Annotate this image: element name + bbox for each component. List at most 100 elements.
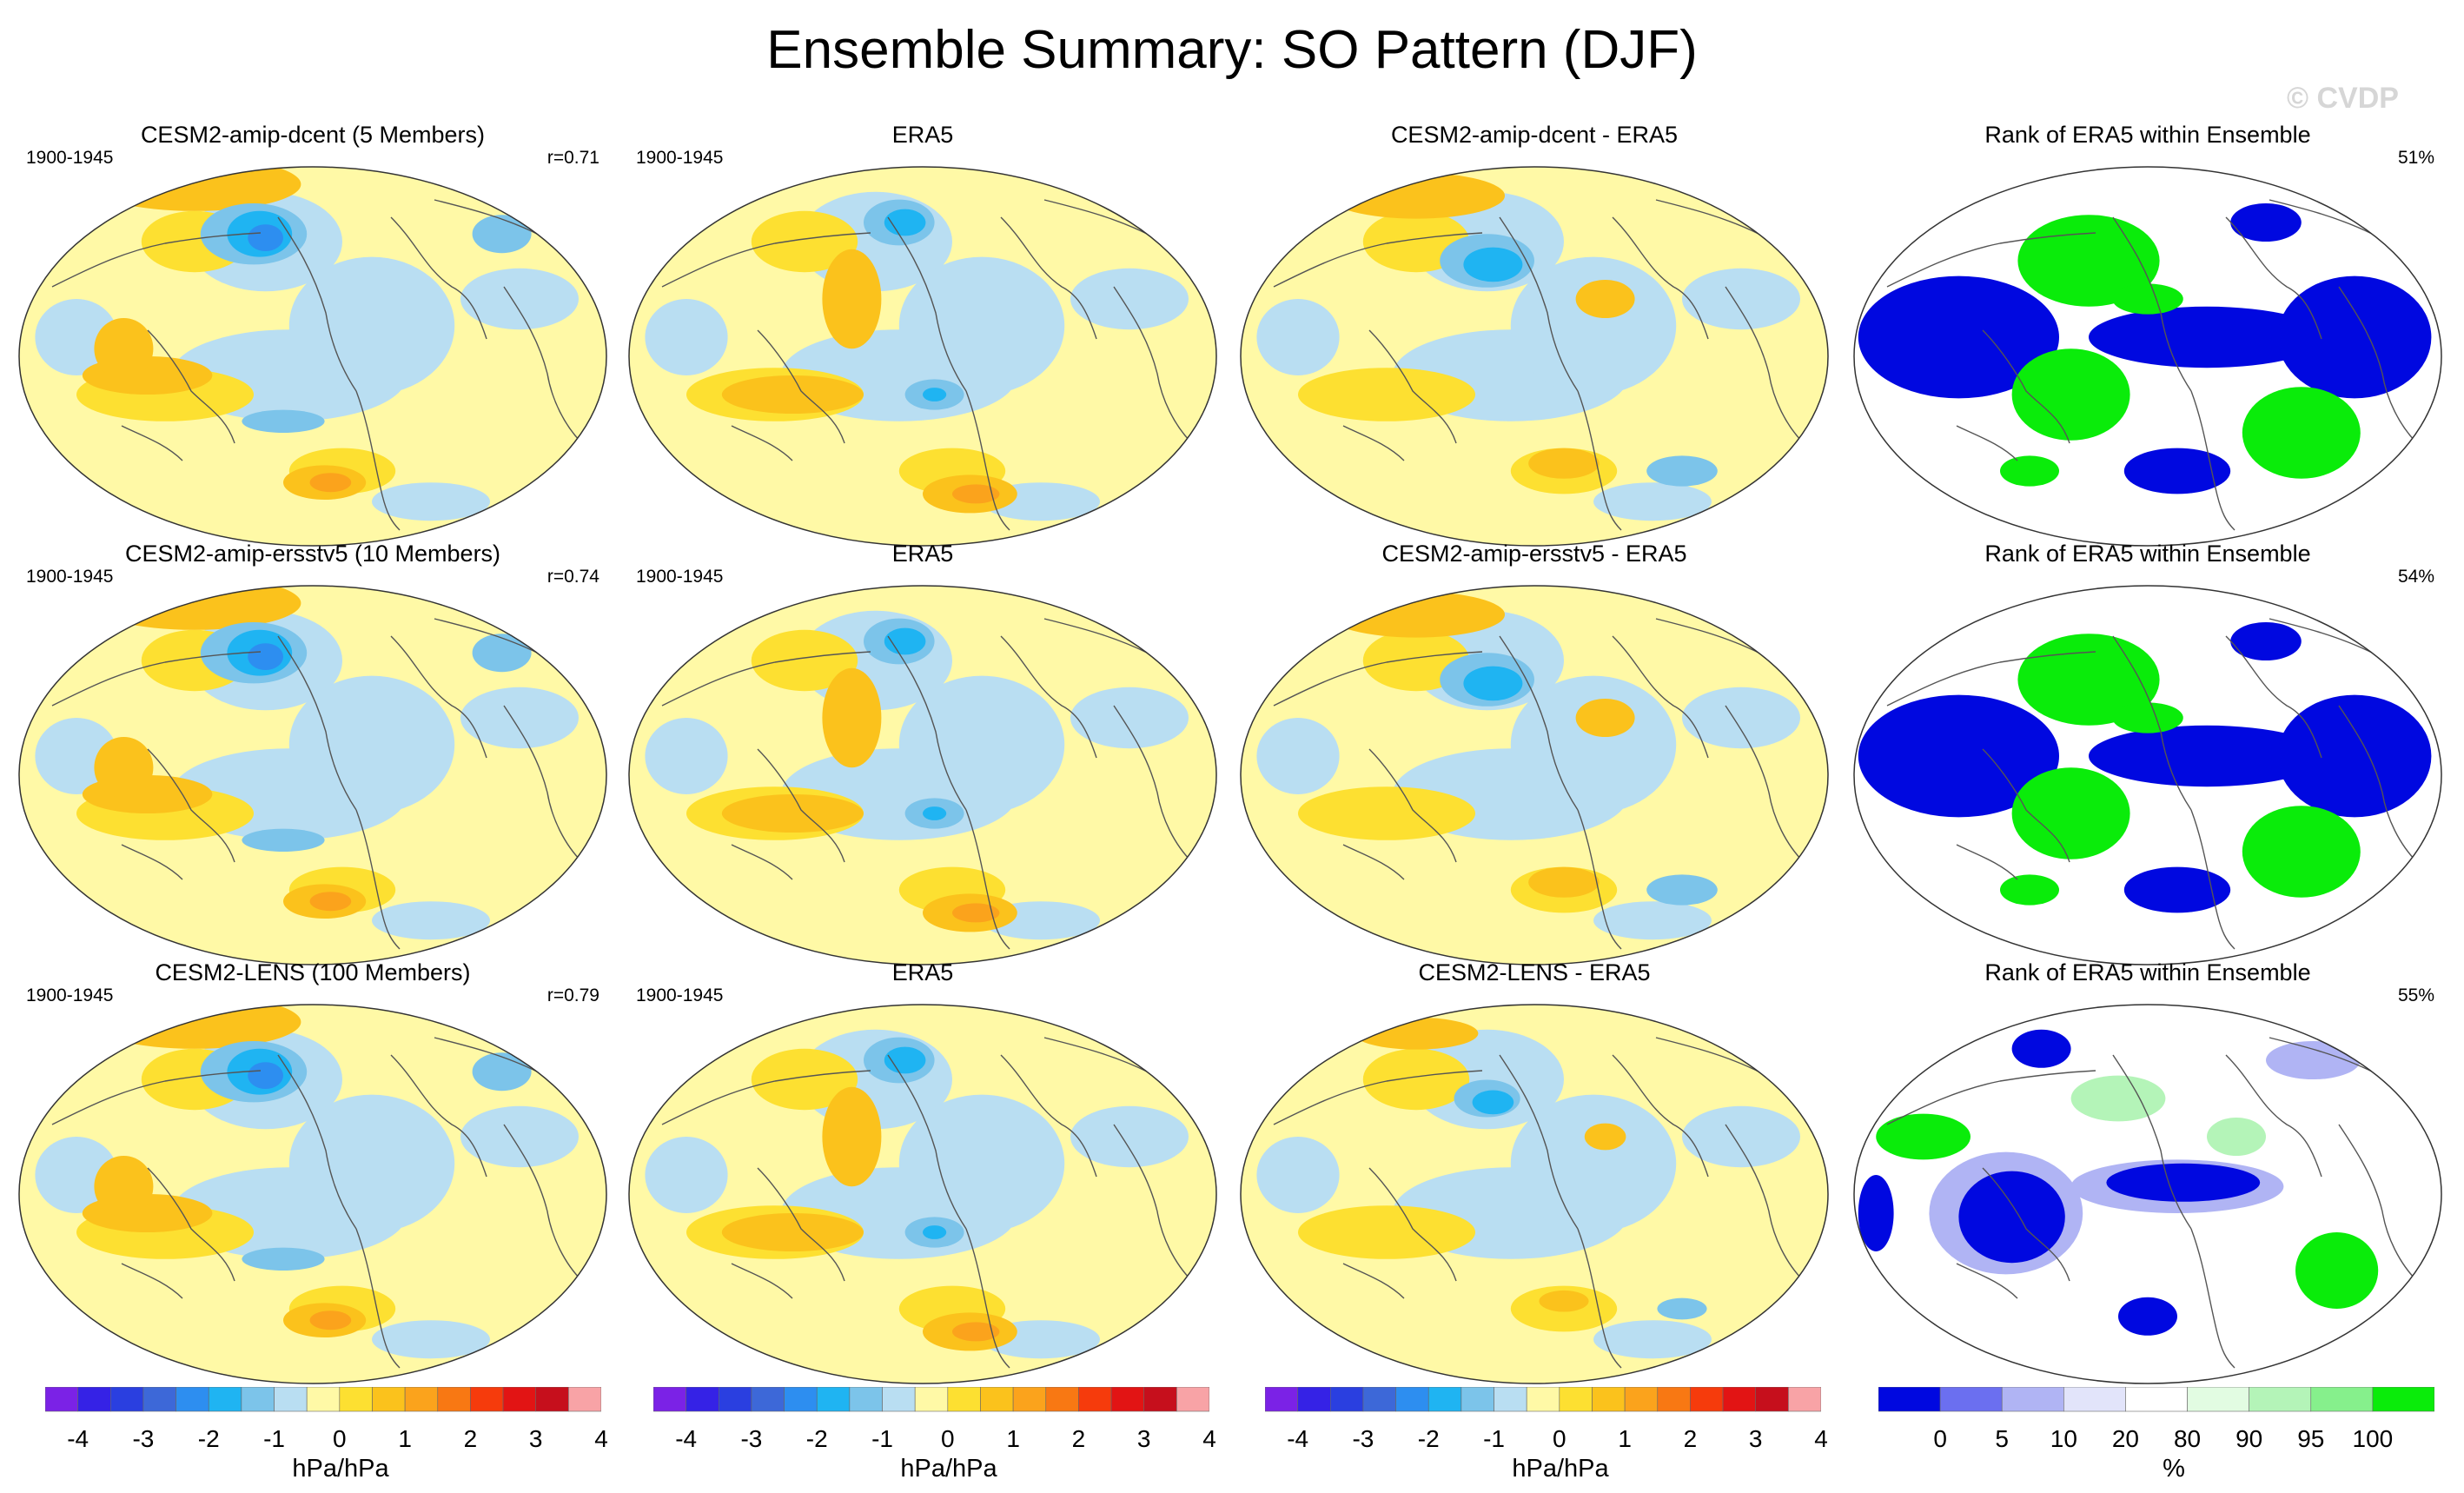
contour-region bbox=[1256, 718, 1340, 794]
colorbar-tick-label: -1 bbox=[871, 1425, 893, 1452]
panel-model-row2: CESM2-amip-ersstv5 (10 Members) 1900-1945… bbox=[9, 541, 617, 965]
colorbar-swatch bbox=[914, 1387, 949, 1412]
contour-region bbox=[460, 1105, 579, 1168]
coastline bbox=[661, 1070, 871, 1125]
coastline bbox=[121, 844, 183, 880]
coastline bbox=[1368, 1167, 1457, 1282]
contour-region bbox=[884, 209, 926, 236]
coastline bbox=[1612, 216, 1709, 340]
coastline bbox=[731, 425, 793, 461]
anomaly-colorbar: -4 -3 -2 -1 0 1 2 3 4 hPa/hPa bbox=[45, 1387, 636, 1483]
contour-region bbox=[1657, 1297, 1707, 1320]
colorbar-tick-label: 2 bbox=[463, 1425, 478, 1452]
coastline bbox=[2190, 809, 2235, 950]
contour-region bbox=[1593, 901, 1712, 940]
colorbar-swatch bbox=[1045, 1387, 1079, 1412]
map-border bbox=[18, 1004, 607, 1384]
cvdp-watermark: © CVDP bbox=[2287, 82, 2399, 115]
colorbar-unit: hPa/hPa bbox=[900, 1455, 997, 1483]
colorbar-swatch bbox=[502, 1387, 537, 1412]
coastline bbox=[1982, 748, 2070, 863]
map-model bbox=[18, 585, 607, 965]
contour-region bbox=[2207, 1118, 2266, 1156]
coastline bbox=[503, 705, 583, 863]
contour-region bbox=[822, 1086, 882, 1187]
map-diff bbox=[1240, 166, 1829, 547]
contour-region bbox=[242, 828, 325, 852]
contour-region bbox=[1472, 1090, 1514, 1115]
coastline bbox=[887, 635, 967, 811]
colorbar-swatch bbox=[208, 1387, 242, 1412]
figure-title: Ensemble Summary: SO Pattern (DJF) bbox=[766, 20, 1698, 80]
colorbar-swatch bbox=[568, 1387, 601, 1412]
coastline bbox=[965, 390, 1010, 531]
map-border bbox=[1853, 585, 2442, 965]
coastline bbox=[1982, 329, 2070, 444]
contour-region bbox=[2266, 1041, 2361, 1079]
map-obs bbox=[628, 1004, 1217, 1384]
colorbar-swatch bbox=[1690, 1387, 1724, 1412]
colorbar-swatch bbox=[1265, 1387, 1298, 1412]
colorbar-swatch bbox=[882, 1387, 916, 1412]
contour-region bbox=[721, 794, 864, 833]
contour-region bbox=[1070, 687, 1189, 749]
map-border bbox=[1853, 1004, 2442, 1384]
period-label: 1900-1945 bbox=[636, 567, 724, 587]
coastline bbox=[2269, 1037, 2375, 1073]
panel-title: CESM2-amip-ersstv5 - ERA5 bbox=[1381, 541, 1687, 567]
map-border bbox=[628, 166, 1217, 547]
contour-region bbox=[2123, 448, 2231, 494]
contour-region bbox=[2106, 1163, 2261, 1202]
contour-region bbox=[460, 268, 579, 330]
colorbar-tick-label: 90 bbox=[2235, 1425, 2263, 1452]
coastline bbox=[1000, 635, 1097, 759]
panel-title: Rank of ERA5 within Ensemble bbox=[1984, 122, 2311, 148]
contour-region bbox=[1463, 247, 1523, 282]
contour-region bbox=[822, 249, 882, 349]
contour-region bbox=[952, 903, 1000, 923]
colorbar-swatch bbox=[2063, 1387, 2126, 1412]
panel-title: ERA5 bbox=[891, 541, 954, 567]
contour-region bbox=[94, 737, 154, 799]
coastline bbox=[1956, 1263, 2018, 1299]
contour-region bbox=[309, 473, 352, 493]
map-model bbox=[18, 1004, 607, 1384]
colorbar-swatch bbox=[1176, 1387, 1209, 1412]
contour-region bbox=[1298, 786, 1475, 840]
coastline bbox=[277, 216, 357, 392]
colorbar-swatch bbox=[2249, 1387, 2312, 1412]
colorbar-swatch bbox=[653, 1387, 686, 1412]
colorbar-tick-label: 4 bbox=[594, 1425, 608, 1452]
contour-region bbox=[2242, 806, 2361, 898]
colorbar-swatches bbox=[653, 1387, 1209, 1412]
colorbar-tick-label: 0 bbox=[1553, 1425, 1566, 1452]
colorbar-tick-label: -2 bbox=[805, 1425, 828, 1452]
contour-region bbox=[2011, 1029, 2071, 1068]
coastline bbox=[1273, 232, 1483, 288]
coastline bbox=[2225, 216, 2322, 340]
coastline bbox=[2112, 635, 2192, 811]
coastline bbox=[1725, 286, 1805, 444]
contour-region bbox=[309, 892, 352, 912]
colorbar-swatch bbox=[77, 1387, 111, 1412]
coastline bbox=[1577, 1228, 1622, 1369]
coastline bbox=[2338, 705, 2418, 863]
colorbar-swatch bbox=[1078, 1387, 1112, 1412]
contour-region bbox=[2017, 634, 2160, 726]
map-rank bbox=[1853, 585, 2442, 965]
coastline bbox=[1043, 199, 1149, 236]
contour-region bbox=[94, 1156, 154, 1218]
colorbar-tick-label: 1 bbox=[1006, 1425, 1020, 1452]
coastline bbox=[965, 809, 1010, 950]
contour-region bbox=[751, 1048, 858, 1111]
coastline bbox=[121, 425, 183, 461]
contour-region bbox=[2118, 1297, 2177, 1336]
rank-colorbar: 0 5 10 20 80 90 95 100% bbox=[1878, 1387, 2464, 1483]
contour-region bbox=[2089, 306, 2325, 368]
coastline bbox=[965, 1228, 1010, 1369]
panel-diff-row1: CESM2-amip-dcent - ERA5 bbox=[1230, 122, 1838, 547]
period-label: 1900-1945 bbox=[636, 985, 724, 1005]
colorbar-swatch bbox=[1110, 1387, 1145, 1412]
colorbar-tick-label: -4 bbox=[675, 1425, 698, 1452]
panel-rank-row1: Rank of ERA5 within Ensemble 51% bbox=[1844, 122, 2452, 547]
